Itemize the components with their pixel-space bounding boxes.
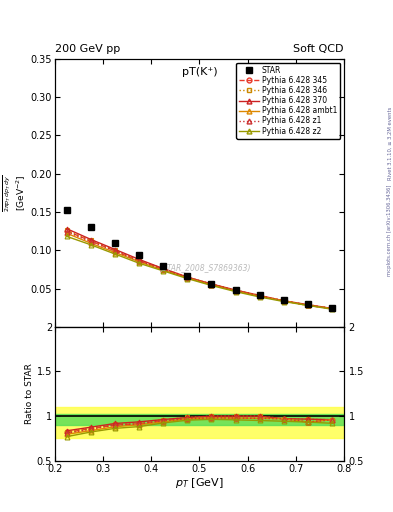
Text: pT(K⁺): pT(K⁺): [182, 67, 217, 77]
Text: mcplots.cern.ch [arXiv:1306.3436]: mcplots.cern.ch [arXiv:1306.3436]: [387, 185, 392, 276]
Text: Soft QCD: Soft QCD: [294, 44, 344, 54]
Bar: [55, 414, 344, 425]
Text: 200 GeV pp: 200 GeV pp: [55, 44, 120, 54]
Text: (STAR_2008_S7869363): (STAR_2008_S7869363): [160, 263, 251, 272]
Legend: STAR, Pythia 6.428 345, Pythia 6.428 346, Pythia 6.428 370, Pythia 6.428 ambt1, : STAR, Pythia 6.428 345, Pythia 6.428 346…: [237, 62, 340, 139]
Text: Rivet 3.1.10, ≥ 3.2M events: Rivet 3.1.10, ≥ 3.2M events: [387, 106, 392, 180]
Y-axis label: Ratio to STAR: Ratio to STAR: [25, 364, 34, 424]
X-axis label: $p_T$ [GeV]: $p_T$ [GeV]: [175, 476, 224, 490]
Bar: [55, 407, 344, 438]
Y-axis label: $\frac{1}{2\pi p_T}\frac{d^2N}{dp_T\,dy}$
$[\mathrm{GeV}^{-2}]$: $\frac{1}{2\pi p_T}\frac{d^2N}{dp_T\,dy}…: [0, 174, 28, 211]
